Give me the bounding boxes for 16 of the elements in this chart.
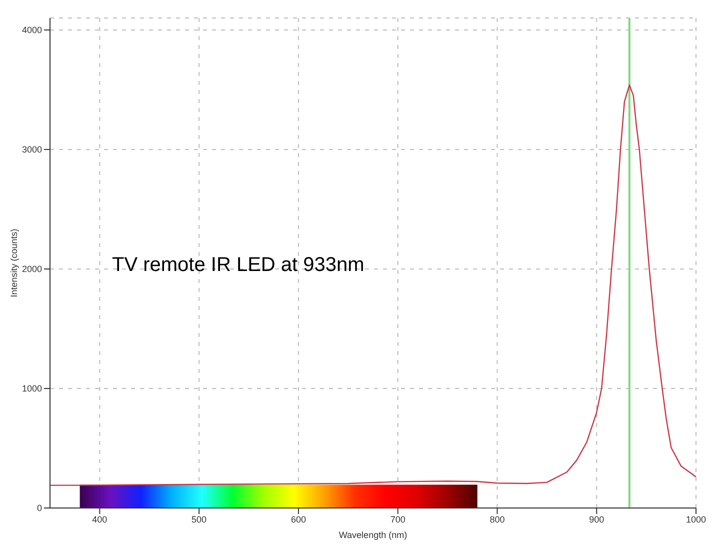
x-tick-label: 700 — [390, 514, 406, 524]
y-tick-label: 1000 — [22, 384, 42, 394]
y-tick-label: 3000 — [22, 144, 42, 155]
y-tick-label: 0 — [36, 503, 42, 514]
x-tick-label: 900 — [589, 514, 604, 524]
x-tick-label: 600 — [290, 514, 306, 524]
x-tick-label: 1000 — [686, 514, 706, 524]
x-axis-title: Wavelength (nm) — [338, 530, 408, 540]
x-tick-label: 800 — [490, 514, 505, 524]
x-tick-label: 500 — [192, 514, 207, 524]
y-tick-label: 2000 — [22, 264, 42, 274]
y-tick-label: 4000 — [22, 25, 42, 36]
y-axis-title: Intensity (counts) — [9, 228, 20, 298]
line-series — [50, 84, 696, 486]
x-tick-label: 400 — [92, 514, 108, 524]
annotation: TV remote IR LED at 933nm — [112, 254, 364, 277]
